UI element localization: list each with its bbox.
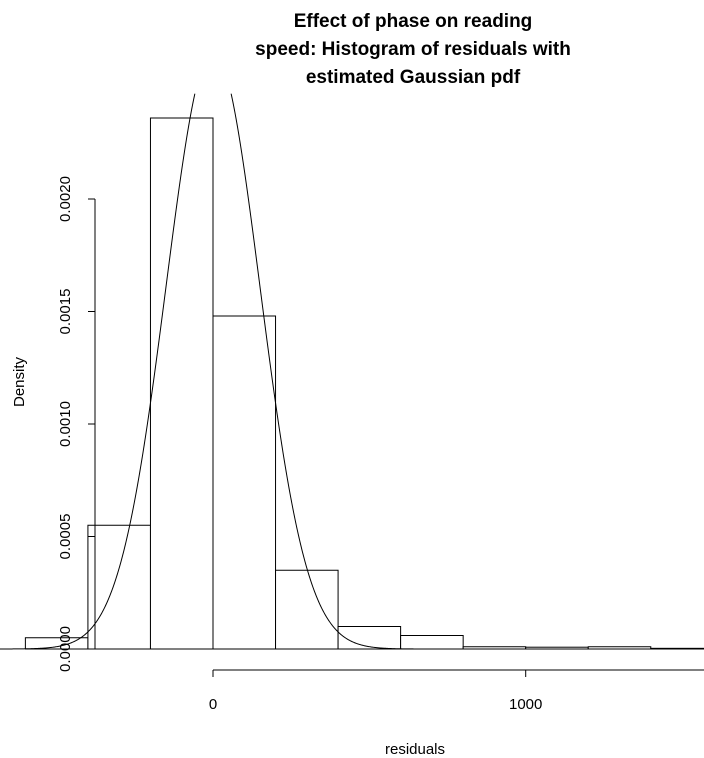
x-axis: 0100020003000 [209,669,704,713]
chart-title: Effect of phase on reading speed: Histog… [255,11,571,88]
x-axis-title: residuals [385,741,445,758]
y-axis-title: Density [11,356,28,407]
histogram-bar-2 [149,117,214,650]
y-axis: 0.0000 0.0005 0.0010 0.0015 0.0020 [57,176,96,672]
gaussian-density-curve [0,93,704,650]
histogram-bar-4 [275,569,339,650]
title-line-3: estimated Gaussian pdf [306,67,521,88]
x-tick-label-1: 1000 [509,696,542,713]
histogram-bar-1 [87,524,151,650]
y-tick-label-2: 0.0010 [57,401,74,447]
y-tick-label-0: 0.0000 [57,626,74,672]
x-tick-label-0: 0 [209,696,217,713]
histogram-bar-5 [337,626,402,650]
y-tick-label-3: 0.0015 [57,289,74,335]
histogram-bar-6 [400,635,464,650]
y-tick-label-4: 0.0020 [57,176,74,222]
y-tick-label-1: 0.0005 [57,514,74,560]
histogram-bar-3 [212,315,277,650]
title-line-1: Effect of phase on reading [294,11,533,32]
histogram-bars [24,117,704,650]
title-line-2: speed: Histogram of residuals with [255,39,571,60]
